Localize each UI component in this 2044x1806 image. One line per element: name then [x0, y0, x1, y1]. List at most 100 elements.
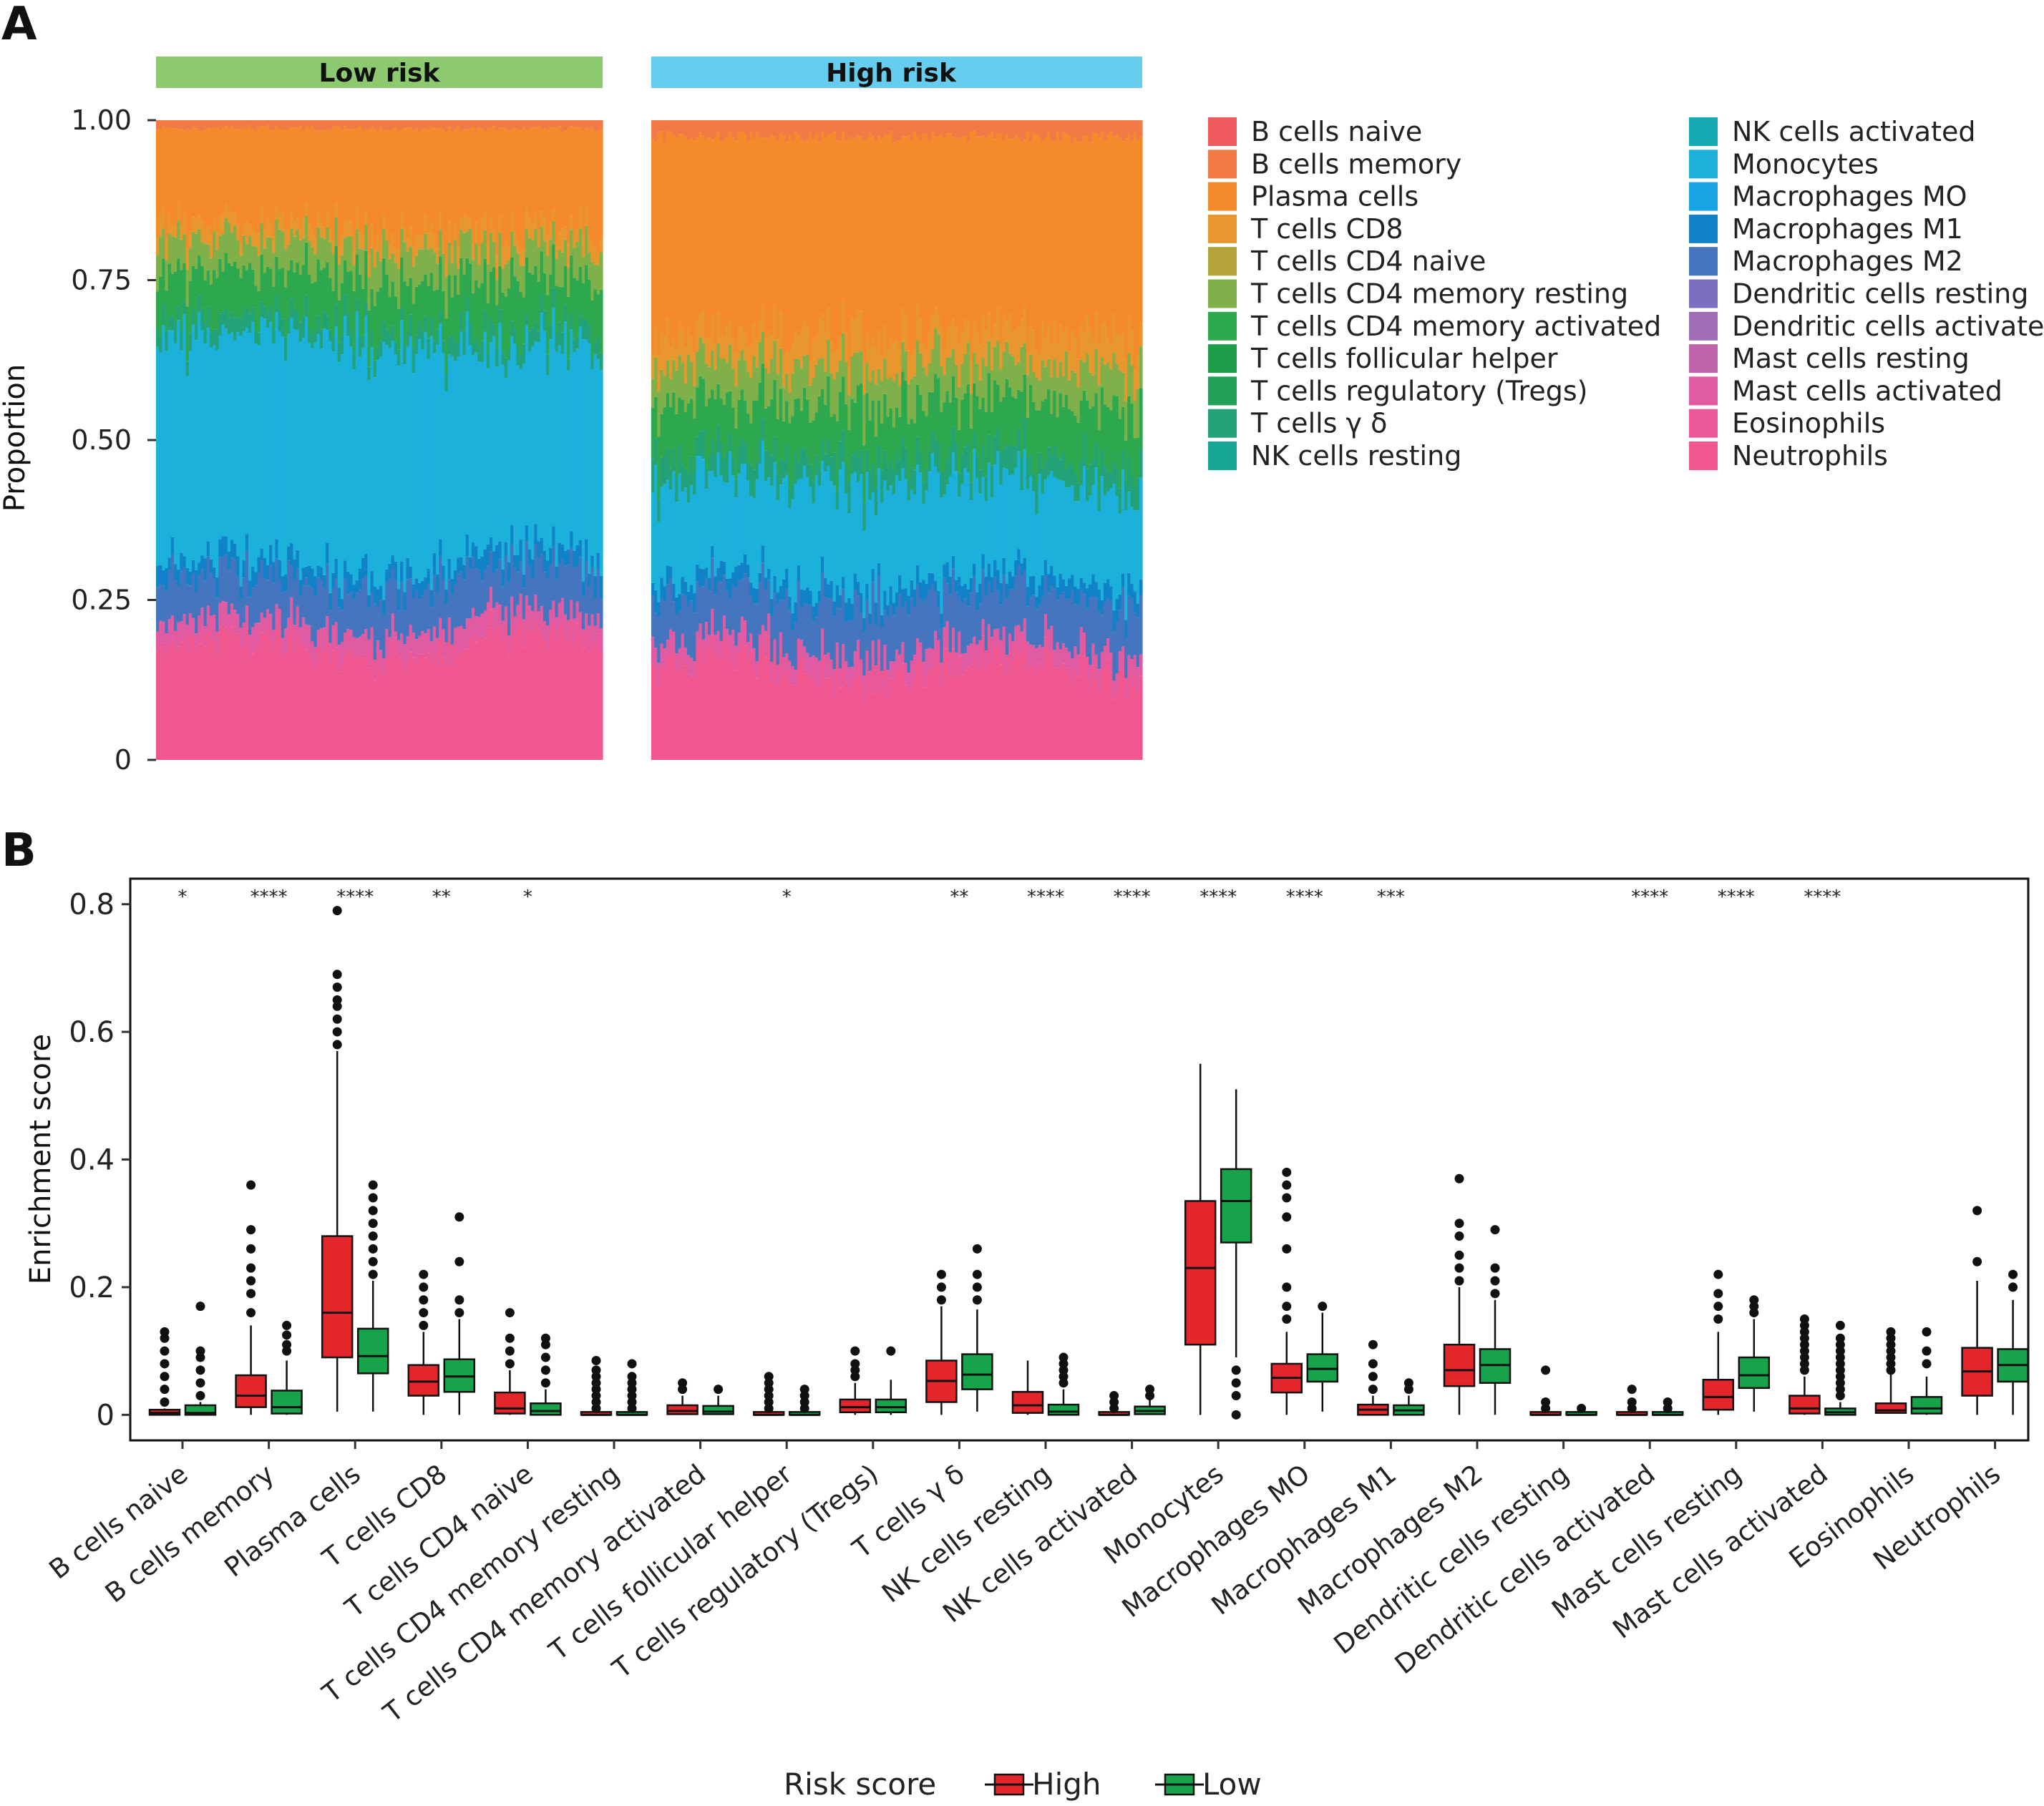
bar-segment [489, 120, 493, 127]
outlier-point [627, 1372, 637, 1382]
bar-segment [185, 650, 190, 760]
bar-segment [675, 502, 679, 597]
bar-segment [860, 683, 863, 760]
sample-bar [492, 120, 496, 760]
bar-segment [696, 351, 700, 388]
bar-segment [287, 317, 291, 334]
bar-segment [922, 580, 926, 602]
bar-segment [1139, 580, 1143, 595]
bar-segment [170, 236, 175, 274]
bar-segment [477, 558, 482, 570]
bar-segment [880, 670, 884, 692]
bar-segment [468, 228, 472, 264]
sample-bar [573, 120, 577, 760]
bar-segment [1103, 465, 1107, 496]
bar-segment [236, 120, 240, 130]
bar-segment [281, 213, 285, 232]
bar-segment [1064, 487, 1069, 586]
bar-segment [242, 622, 246, 648]
bar-segment [570, 600, 573, 620]
bar-segment [752, 671, 756, 760]
bar-segment [403, 128, 407, 227]
bar-segment [215, 577, 219, 598]
bar-segment [996, 646, 1001, 760]
bar-segment [358, 231, 362, 249]
bar-segment [427, 653, 431, 760]
bar-segment [1133, 401, 1137, 439]
bar-segment [1014, 625, 1018, 644]
bar-segment [740, 579, 744, 617]
legend-item-t-cells-regulatory-tregs: T cells regulatory (Tregs) [1208, 375, 1587, 406]
bar-segment [940, 134, 944, 327]
bar-segment [439, 230, 442, 257]
bar-segment [450, 644, 454, 668]
bar-segment [845, 333, 848, 362]
bar-segment [528, 605, 532, 632]
bar-segment [963, 320, 968, 354]
outlier-point [1058, 1372, 1069, 1382]
bar-segment [960, 653, 965, 675]
bar-segment [198, 615, 201, 645]
bar-segment [865, 393, 870, 450]
bar-segment [1130, 597, 1134, 660]
outlier-point [1713, 1269, 1723, 1279]
sample-bar [714, 120, 718, 760]
bar-segment [937, 472, 940, 591]
bar-segment [474, 568, 478, 617]
bar-segment [275, 127, 279, 205]
bar-segment [233, 633, 237, 760]
bar-segment [729, 318, 732, 345]
bar-segment [963, 468, 968, 584]
bar-segment [444, 642, 449, 667]
bar-segment [1082, 362, 1086, 391]
bar-segment [820, 556, 824, 573]
outlier-point [627, 1385, 637, 1395]
bar-segment [925, 583, 929, 597]
bar-segment [248, 120, 252, 126]
bar-segment [981, 635, 986, 760]
bar-segment [588, 343, 591, 574]
bar-segment [690, 361, 694, 399]
bar-segment [755, 367, 759, 401]
outlier-point [195, 1346, 205, 1356]
sample-bar [820, 120, 824, 760]
bar-segment [1094, 133, 1099, 313]
bar-segment [711, 471, 714, 546]
bar-segment [560, 353, 565, 545]
bar-segment [699, 640, 703, 760]
bar-segment [856, 666, 860, 760]
bar-segment [495, 120, 499, 131]
bar-segment [305, 295, 308, 317]
bar-segment [471, 557, 475, 608]
bar-segment [749, 496, 753, 582]
bar-segment [313, 595, 318, 648]
bar-segment [731, 475, 736, 572]
bar-segment [827, 584, 831, 599]
bar-segment [376, 347, 380, 361]
bar-segment [1136, 389, 1140, 438]
outlier-point [368, 1206, 378, 1216]
bar-segment [1014, 365, 1018, 399]
bar-segment [764, 630, 768, 658]
bar-segment [355, 206, 359, 230]
bar-segment [301, 120, 306, 132]
bar-segment [922, 687, 926, 760]
bar-segment [281, 658, 285, 760]
bar-segment [1038, 663, 1042, 760]
sample-bar [1097, 120, 1101, 760]
bar-segment [690, 585, 694, 601]
bar-segment [907, 384, 911, 424]
bar-segment [996, 384, 1001, 429]
bar-segment [316, 333, 321, 566]
bar-segment [162, 621, 166, 643]
bar-segment [686, 120, 691, 140]
bar-segment [975, 330, 979, 365]
bar-segment [421, 631, 424, 654]
bar-segment [355, 657, 359, 760]
bar-segment [922, 133, 926, 344]
outlier-point [1058, 1365, 1069, 1375]
bar-segment [999, 344, 1003, 370]
bar-segment [814, 336, 819, 365]
box-iqr [839, 1398, 872, 1413]
bar-segment [465, 618, 469, 650]
